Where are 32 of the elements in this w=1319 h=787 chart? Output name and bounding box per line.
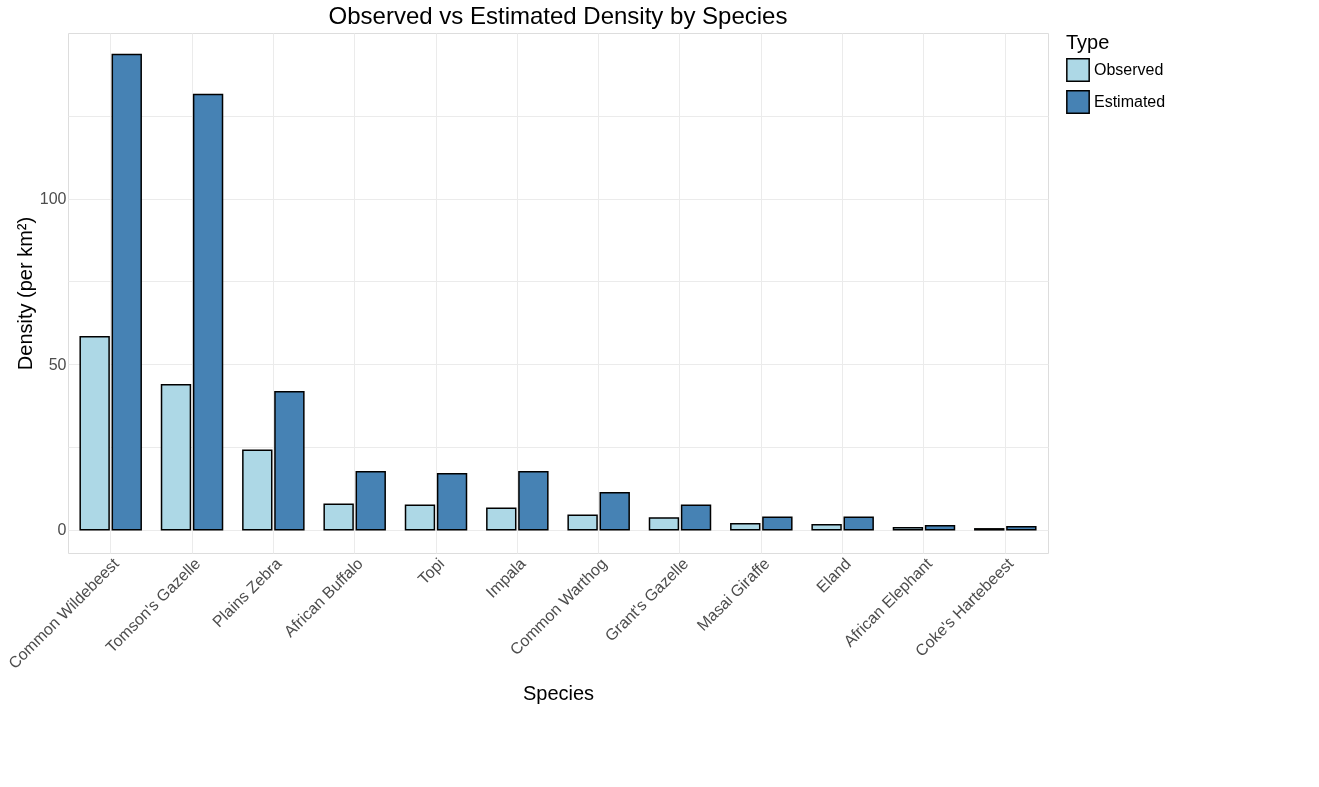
bar bbox=[486, 507, 517, 531]
bar bbox=[436, 473, 468, 531]
bar bbox=[730, 523, 761, 531]
legend-label: Estimated bbox=[1094, 93, 1166, 110]
bar bbox=[567, 514, 598, 531]
y-tick-label: 100 bbox=[39, 190, 67, 208]
bar bbox=[648, 517, 680, 531]
bar bbox=[762, 516, 793, 531]
bar bbox=[274, 390, 305, 531]
y-tick-label: 0 bbox=[57, 521, 67, 539]
bar bbox=[111, 53, 142, 531]
bar bbox=[518, 471, 549, 531]
bar bbox=[1006, 526, 1037, 531]
bar bbox=[924, 525, 956, 531]
x-axis-title: Species bbox=[522, 681, 595, 704]
bar bbox=[160, 384, 192, 531]
bar bbox=[404, 504, 436, 531]
chart-title: Observed vs Estimated Density by Species bbox=[328, 2, 788, 29]
legend-label: Observed bbox=[1094, 61, 1164, 78]
bar bbox=[192, 93, 224, 531]
x-tick-label: Topi bbox=[414, 554, 448, 588]
bar bbox=[323, 503, 354, 531]
bar bbox=[811, 524, 842, 531]
y-axis-title: Density (per km²) bbox=[13, 216, 36, 371]
bar bbox=[680, 504, 712, 531]
bar bbox=[355, 471, 386, 531]
bar bbox=[79, 335, 110, 531]
legend-title: Type bbox=[1066, 31, 1110, 53]
bar bbox=[843, 516, 874, 531]
bar bbox=[242, 449, 273, 531]
y-tick-label: 50 bbox=[48, 355, 67, 373]
bar bbox=[599, 491, 630, 531]
